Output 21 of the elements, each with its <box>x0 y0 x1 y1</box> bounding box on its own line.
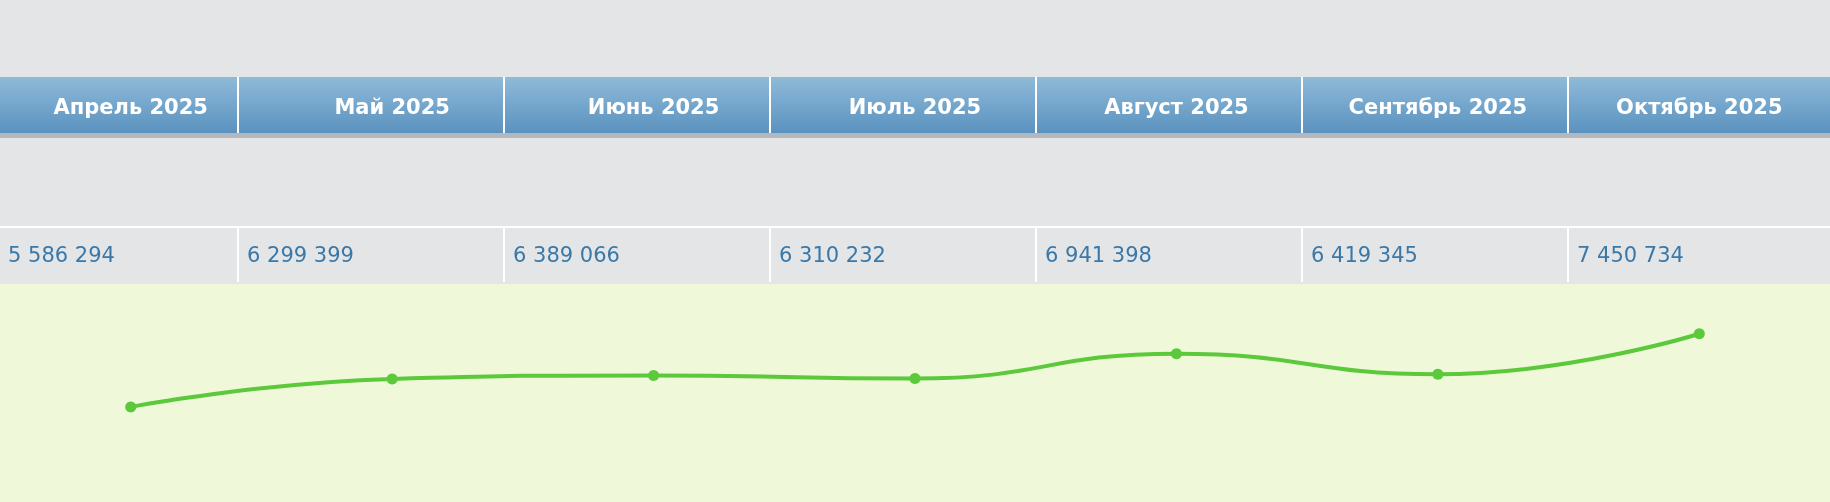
data-label: 6 941 398 <box>1037 228 1303 282</box>
x-tick-label: Июль 2025 <box>848 94 982 119</box>
x-tick-label: Октябрь 2025 <box>1616 94 1783 119</box>
x-tick-label: Август 2025 <box>1104 94 1249 119</box>
data-label: 6 419 345 <box>1303 228 1569 282</box>
data-label: 6 310 232 <box>771 228 1037 282</box>
point <box>1693 328 1705 340</box>
data-label: 7 450 734 <box>1569 228 1830 282</box>
point <box>648 369 660 381</box>
point <box>125 401 137 413</box>
point <box>909 373 921 384</box>
x-tick-label: Июнь 2025 <box>587 94 720 119</box>
data-label: 6 299 399 <box>239 228 505 282</box>
point <box>1432 368 1444 380</box>
point <box>1170 348 1182 360</box>
x-tick-label: Сентябрь 2025 <box>1348 94 1528 119</box>
data-label: 5 586 294 <box>0 228 239 282</box>
x-tick-label: Апрель 2025 <box>53 94 208 119</box>
data-label: 6 389 066 <box>505 228 771 282</box>
point <box>386 373 398 385</box>
x-tick-label: Май 2025 <box>334 94 450 119</box>
